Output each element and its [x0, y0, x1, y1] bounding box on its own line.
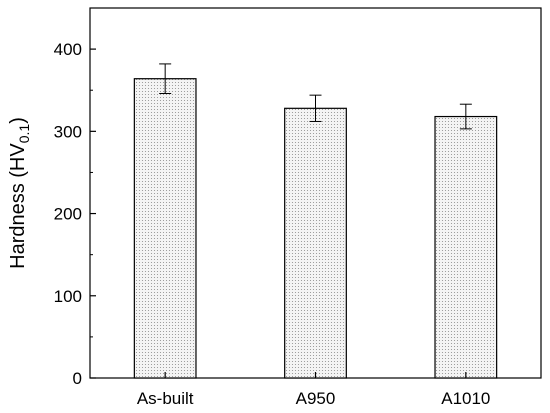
bar-a950: [284, 107, 347, 379]
y-axis-title-subscript: 0.1: [16, 124, 32, 144]
y-tick-label: 200: [54, 205, 82, 224]
y-axis: 0 100 200 300 400: [54, 40, 96, 388]
bars: [133, 63, 498, 379]
x-tick-label: A1010: [441, 389, 490, 408]
y-tick-label: 0: [73, 369, 82, 388]
y-axis-title-close: ): [7, 117, 29, 124]
bar-a1010: [434, 115, 498, 379]
y-axis-title: Hardness (HV0.1): [7, 117, 32, 269]
x-tick-label: As-built: [137, 389, 194, 408]
bar-as-built: [133, 78, 197, 379]
x-axis: As-built A950 A1010: [137, 372, 490, 408]
x-tick-label: A950: [296, 389, 336, 408]
y-tick-label: 400: [54, 40, 82, 59]
y-axis-title-main: Hardness (HV: [7, 143, 29, 269]
y-tick-label: 100: [54, 287, 82, 306]
y-tick-label: 300: [54, 122, 82, 141]
